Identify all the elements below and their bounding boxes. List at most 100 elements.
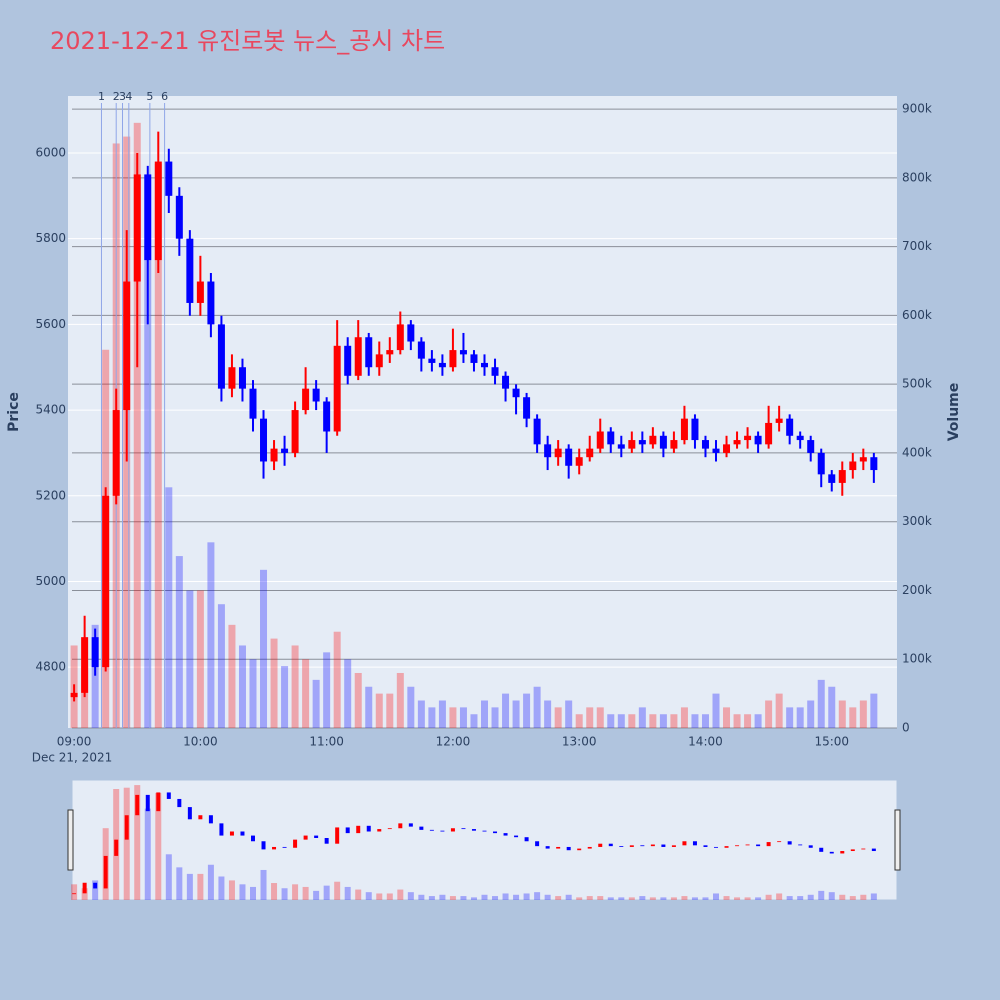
candle-body bbox=[512, 388, 520, 398]
slider-handle[interactable] bbox=[67, 809, 74, 871]
slider-volume-bar bbox=[534, 892, 541, 900]
slider-volume-bar bbox=[228, 880, 235, 900]
volume-bar bbox=[333, 631, 341, 728]
slider-volume-bar bbox=[744, 897, 751, 900]
slider-volume-bar bbox=[186, 873, 193, 900]
volume-bar bbox=[154, 164, 162, 728]
candle-body bbox=[407, 324, 415, 342]
volume-bar bbox=[144, 246, 152, 728]
slider-volume-bar bbox=[586, 896, 593, 900]
volume-bar bbox=[291, 645, 299, 728]
slider-volume-bar bbox=[513, 894, 520, 900]
candle-body bbox=[617, 444, 625, 449]
slider-volume-bar bbox=[776, 893, 783, 900]
candle-body bbox=[365, 337, 373, 368]
volume-bar bbox=[754, 714, 762, 728]
x-tick-label: 14:00 bbox=[688, 735, 723, 749]
slider-volume-bar bbox=[281, 888, 288, 900]
slider-volume-bar bbox=[134, 785, 141, 900]
candle-body bbox=[723, 444, 731, 453]
candle-body bbox=[807, 440, 815, 453]
y2-tick-label: 800k bbox=[902, 170, 932, 184]
slider-volume-bar bbox=[607, 897, 614, 900]
candle-body bbox=[744, 435, 752, 441]
candle-body bbox=[712, 448, 720, 453]
candle-body bbox=[154, 161, 162, 261]
candle-body bbox=[470, 354, 478, 363]
slider-volume-bar bbox=[344, 886, 351, 900]
volume-bar bbox=[765, 700, 773, 728]
candle-body bbox=[81, 637, 89, 693]
volume-bar bbox=[323, 652, 331, 728]
slider-volume-bar bbox=[470, 897, 477, 900]
candle-body bbox=[438, 362, 446, 368]
volume-bar bbox=[617, 714, 625, 728]
y2-axis-title: Volume bbox=[946, 383, 962, 442]
volume-bar bbox=[838, 700, 846, 728]
slider-volume-bar bbox=[670, 897, 677, 900]
volume-bar bbox=[165, 487, 173, 728]
candle-body bbox=[701, 440, 709, 449]
candle-body bbox=[481, 362, 488, 368]
volume-bar bbox=[796, 707, 804, 728]
slider-volume-bar bbox=[639, 896, 646, 900]
slider-volume-bar bbox=[71, 884, 78, 900]
candle-body bbox=[165, 161, 173, 196]
slider-handle[interactable] bbox=[894, 809, 901, 871]
volume-bar bbox=[491, 707, 499, 728]
x-date-label: Dec 21, 2021 bbox=[32, 751, 112, 765]
slider-volume-bar bbox=[439, 894, 446, 900]
slider-volume-bar bbox=[449, 896, 456, 900]
y2-tick-label: 500k bbox=[902, 377, 932, 391]
x-tick-label: 13:00 bbox=[562, 735, 597, 749]
candle-body bbox=[417, 341, 425, 359]
volume-bar bbox=[186, 590, 194, 728]
volume-bar bbox=[133, 122, 141, 729]
slider-volume-bar bbox=[870, 893, 877, 900]
candle-body bbox=[491, 367, 499, 376]
slider-volume-bar bbox=[365, 892, 372, 900]
candle-body bbox=[502, 375, 510, 389]
candle-body bbox=[607, 431, 615, 445]
slider-volume-bar bbox=[723, 896, 730, 900]
volume-bar bbox=[238, 645, 246, 728]
candle-body bbox=[754, 435, 762, 445]
candle-body bbox=[344, 345, 352, 376]
volume-bar bbox=[828, 686, 836, 728]
news-label: 3 bbox=[119, 90, 126, 103]
news-label: 6 bbox=[161, 90, 168, 103]
slider-volume-bar bbox=[165, 854, 172, 900]
slider-volume-bar bbox=[481, 894, 488, 900]
slider-volume-bar bbox=[386, 893, 393, 900]
candle-body bbox=[396, 324, 404, 351]
candle-body bbox=[270, 448, 278, 462]
candle-body bbox=[333, 345, 341, 432]
slider-volume-bar bbox=[860, 894, 867, 900]
slider-volume-bar bbox=[355, 889, 362, 900]
volume-bar bbox=[365, 686, 373, 728]
candle-body bbox=[354, 337, 362, 376]
slider-volume-bar bbox=[565, 894, 572, 900]
volume-bar bbox=[544, 700, 552, 728]
slider-volume-bar bbox=[313, 890, 320, 900]
volume-bar bbox=[807, 700, 815, 728]
slider-volume-bar bbox=[544, 894, 551, 900]
volume-bar bbox=[554, 707, 562, 728]
y2-tick-label: 0 bbox=[902, 721, 910, 735]
candle-body bbox=[133, 174, 141, 282]
volume-bar bbox=[438, 700, 446, 728]
candle-body bbox=[649, 435, 657, 445]
volume-bar bbox=[396, 672, 404, 728]
volume-bar bbox=[91, 624, 99, 728]
slider-volume-bar bbox=[428, 896, 435, 900]
candle-body bbox=[765, 422, 773, 445]
volume-bar bbox=[775, 693, 783, 728]
volume-bar bbox=[701, 714, 709, 728]
x-tick-label: 10:00 bbox=[183, 735, 218, 749]
candle-body bbox=[859, 457, 867, 462]
candle-body bbox=[691, 418, 699, 441]
volume-bar bbox=[502, 693, 510, 728]
y2-tick-label: 900k bbox=[902, 102, 932, 116]
candle-body bbox=[302, 388, 310, 411]
